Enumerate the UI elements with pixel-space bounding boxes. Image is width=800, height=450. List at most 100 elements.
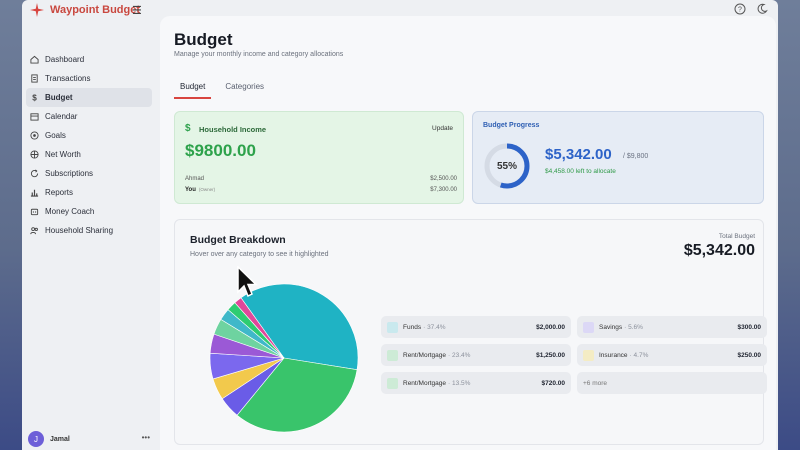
svg-text:$: $ [32,94,37,102]
sidebar-item-label: Money Coach [45,207,95,216]
sidebar-item-label: Net Worth [45,150,81,159]
breakdown-subtitle: Hover over any category to see it highli… [190,251,329,258]
brand[interactable]: Waypoint Budget [30,3,140,17]
update-button[interactable]: Update [432,125,453,132]
avatar: J [28,431,44,447]
progress-spent: $5,342.00 [545,146,612,163]
category-amount: $720.00 [541,379,566,387]
category-item-funds[interactable]: Funds · 37.4% $2,000.00 [381,316,571,338]
income-label: Household Income [199,125,267,134]
savings-icon [583,321,594,333]
category-percent: 23.4% [451,351,471,359]
shield-icon [583,349,594,361]
sidebar-item-label: Transactions [45,74,91,83]
category-amount: $250.00 [737,351,762,359]
income-row: Ahmad $2,500.00 [185,176,457,182]
income-row: You (Owner) $7,300.00 [185,187,457,193]
app-name: Waypoint Budget [50,4,141,16]
user-name: Jamal [50,435,70,443]
app-window: Waypoint Budget ☰ ? Dashboard Transactio… [22,0,778,450]
theme-moon-icon[interactable] [756,3,768,15]
globe-icon [30,150,39,159]
refresh-icon [30,169,39,178]
income-member-name: Ahmad [185,176,205,182]
income-member-value: $2,500.00 [430,176,457,182]
sidebar: Dashboard Transactions $ Budget Calendar… [22,22,156,450]
coach-icon [30,208,39,216]
progress-total: / $9,800 [623,153,649,160]
sidebar-item-calendar[interactable]: Calendar [26,107,152,126]
category-name: Insurance [599,351,628,359]
category-percent: 37.4% [427,323,446,331]
total-budget-value: $5,342.00 [683,242,755,259]
sidebar-item-subscriptions[interactable]: Subscriptions [26,164,152,183]
category-percent: 5.6% [628,323,643,331]
tab-bar: Budget Categories [174,80,270,99]
tab-budget[interactable]: Budget [174,80,212,99]
mouse-cursor-icon [237,266,258,298]
help-icon[interactable]: ? [734,3,746,15]
more-options-icon[interactable]: ••• [141,433,150,442]
category-item-insurance[interactable]: Insurance · 4.7% $250.00 [577,344,767,366]
sidebar-item-reports[interactable]: Reports [26,183,152,202]
budget-progress-card: Budget Progress 55% $5,342.00 / $9,800 $… [472,111,764,204]
sidebar-item-label: Budget [45,93,73,102]
funds-icon [387,321,398,333]
receipt-icon [31,74,38,83]
pie-slice[interactable] [240,283,359,371]
owner-note: (Owner) [198,187,216,192]
show-more-categories-button[interactable]: +6 more [577,372,767,394]
income-amount: $9800.00 [185,141,256,160]
pie-slice[interactable] [236,357,358,433]
category-amount: $2,000.00 [536,323,565,331]
category-item-rent-mortgage-2[interactable]: Rent/Mortgage · 13.5% $720.00 [381,372,571,394]
users-icon [30,227,38,235]
category-name: Funds [403,323,422,331]
more-label: +6 more [583,379,608,387]
home-icon [30,55,39,64]
svg-text:?: ? [738,7,742,14]
user-profile[interactable]: J Jamal ••• [28,430,150,448]
category-percent: 4.7% [633,351,649,359]
total-budget-label: Total Budget [718,233,755,240]
calendar-icon [30,113,39,121]
sidebar-item-label: Household Sharing [45,226,114,235]
budget-breakdown-card: Budget Breakdown Hover over any category… [174,219,767,445]
top-bar: Waypoint Budget ☰ ? [22,0,778,22]
sidebar-item-label: Goals [45,131,66,140]
progress-ring-fill [484,143,530,189]
category-amount: $300.00 [737,323,762,331]
dollar-icon: $ [32,94,37,102]
category-item-savings[interactable]: Savings · 5.6% $300.00 [577,316,767,338]
sidebar-item-transactions[interactable]: Transactions [26,69,152,88]
compass-logo-icon [30,3,44,17]
sidebar-item-net-worth[interactable]: Net Worth [26,145,152,164]
income-member-name: You [185,187,196,193]
sidebar-item-household-sharing[interactable]: Household Sharing [26,221,152,240]
sidebar-nav: Dashboard Transactions $ Budget Calendar… [22,50,156,240]
main-content: Budget Manage your monthly income and ca… [160,16,776,450]
home-icon [387,349,398,361]
budget-pie-chart[interactable] [204,278,364,438]
household-income-card: $ Household Income Update $9800.00 Ahmad… [174,111,464,204]
sidebar-item-label: Calendar [45,112,78,121]
category-item-rent-mortgage[interactable]: Rent/Mortgage · 23.4% $1,250.00 [381,344,571,366]
breakdown-title: Budget Breakdown [190,234,286,246]
menu-icon[interactable]: ☰ [132,5,142,17]
pie-slice[interactable] [234,297,285,359]
category-name: Rent/Mortgage [403,351,446,359]
category-amount: $1,250.00 [536,351,565,359]
progress-label: Budget Progress [483,122,540,129]
page-subtitle: Manage your monthly income and category … [174,51,344,58]
sidebar-item-dashboard[interactable]: Dashboard [26,50,152,69]
sidebar-item-goals[interactable]: Goals [26,126,152,145]
bar-chart-icon [30,189,39,197]
income-member-value: $7,300.00 [430,187,457,193]
dollar-icon: $ [185,123,191,134]
sidebar-item-label: Dashboard [45,55,85,64]
category-name: Rent/Mortgage [403,379,446,387]
sidebar-item-budget[interactable]: $ Budget [26,88,152,107]
progress-left: $4,458.00 left to allocate [545,168,616,175]
sidebar-item-money-coach[interactable]: Money Coach [26,202,152,221]
tab-categories[interactable]: Categories [225,82,265,91]
